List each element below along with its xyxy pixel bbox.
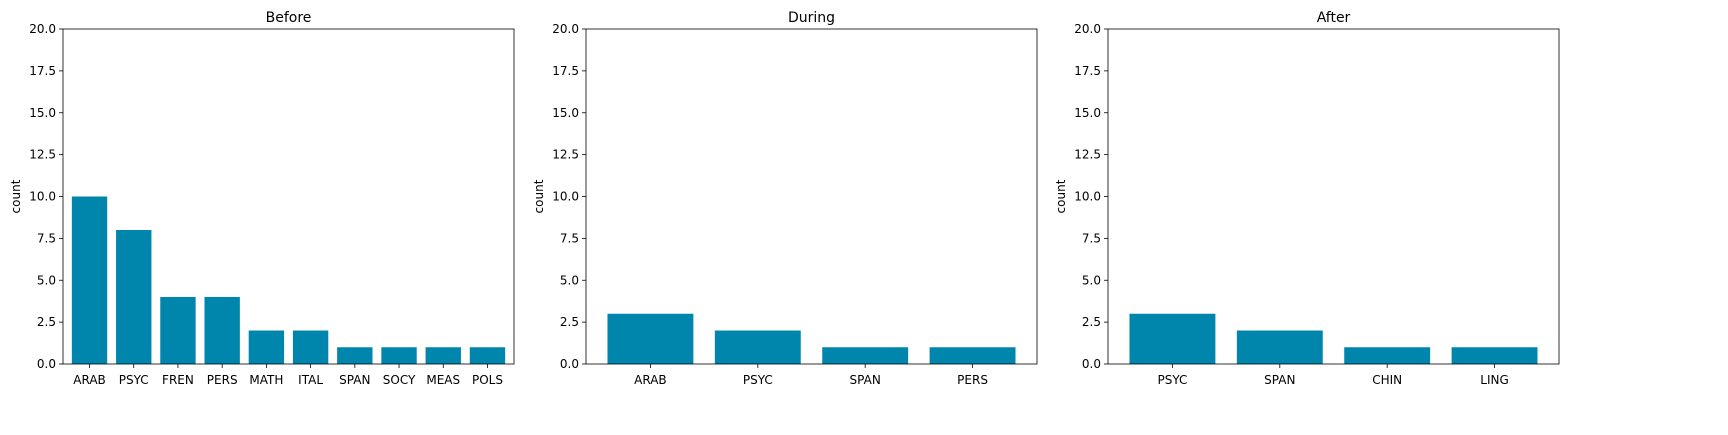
y-tick-label: 10.0 [29, 190, 56, 204]
y-tick-label: 15.0 [552, 106, 579, 120]
x-tick-label: PERS [207, 373, 238, 387]
plot-area: ARAB PSYC FREN PERS MATH ITAL SPAN SOCY MEAS POLS… [29, 22, 515, 387]
x-tick-label: PERS [957, 373, 988, 387]
y-tick-label: 17.5 [552, 64, 579, 78]
bar-ital [292, 330, 329, 364]
x-tick-label: PSYC [119, 373, 149, 387]
y-tick-label: 10.0 [1074, 190, 1101, 204]
panel-title: Before [266, 10, 312, 26]
x-tick-label: SOCY [383, 373, 416, 387]
bar-psyc [1129, 313, 1216, 364]
y-tick-label: 10.0 [552, 190, 579, 204]
y-tick-label: 7.5 [560, 231, 579, 245]
x-tick-label: PSYC [743, 373, 773, 387]
panel-title: During [788, 10, 835, 26]
bar-arab [71, 196, 108, 364]
bar-math [248, 330, 285, 364]
bar-psyc [714, 330, 801, 364]
y-tick-label: 12.5 [1074, 148, 1101, 162]
y-tick-label: 17.5 [29, 64, 56, 78]
bar-psyc [116, 230, 152, 364]
x-tick-label: ARAB [634, 373, 667, 387]
y-tick-label: 12.5 [552, 148, 579, 162]
bar-meas [425, 347, 461, 364]
x-tick-label: FREN [162, 373, 194, 387]
x-tick-label: SPAN [339, 373, 370, 387]
y-tick-label: 0.0 [37, 357, 56, 371]
y-tick-label: 7.5 [37, 231, 56, 245]
y-tick-label: 20.0 [1074, 22, 1101, 36]
y-tick-label: 5.0 [560, 273, 579, 287]
y-axis-label: count [532, 179, 546, 213]
plot-area: ARAB PSYC SPAN PERS 0.0 2.5 5.0 7.5 10.0 12.5 15.0… [552, 22, 1038, 387]
bar-span [1236, 330, 1323, 364]
x-tick-label: SPAN [1264, 373, 1295, 387]
y-axis-label: count [9, 179, 23, 213]
bar-pers [929, 347, 1016, 364]
panel-after: After count PSYC SPAN CHIN LING 0.0 2.5 5.0 7.5… [1054, 10, 1560, 387]
x-tick-label: MEAS [426, 373, 460, 387]
bar-span [822, 347, 909, 364]
y-tick-label: 17.5 [1074, 64, 1101, 78]
y-tick-label: 2.5 [560, 315, 579, 329]
axes-frame [585, 28, 1038, 365]
panel-title: After [1317, 10, 1351, 26]
panel-during: During count ARAB PSYC SPAN PERS 0.0 2.5 5.0 7.… [532, 10, 1038, 387]
x-tick-label: LING [1480, 373, 1509, 387]
y-tick-label: 0.0 [560, 357, 579, 371]
y-tick-label: 7.5 [1082, 231, 1101, 245]
y-axis-label: count [1054, 179, 1068, 213]
y-tick-label: 15.0 [29, 106, 56, 120]
x-tick-label: ITAL [298, 373, 323, 387]
x-tick-label: MATH [249, 373, 283, 387]
axes-frame [1107, 28, 1560, 365]
y-tick-label: 20.0 [552, 22, 579, 36]
bar-pols [469, 347, 506, 364]
x-tick-label: ARAB [73, 373, 106, 387]
bar-pers [204, 297, 240, 364]
y-tick-label: 5.0 [1082, 273, 1101, 287]
y-tick-label: 20.0 [29, 22, 56, 36]
bar-socy [381, 347, 417, 364]
y-tick-label: 5.0 [37, 273, 56, 287]
x-tick-label: CHIN [1372, 373, 1402, 387]
bar-fren [160, 297, 196, 364]
bar-span [337, 347, 373, 364]
y-tick-label: 0.0 [1082, 357, 1101, 371]
y-tick-label: 12.5 [29, 148, 56, 162]
bar-ling [1451, 347, 1538, 364]
plot-area: PSYC SPAN CHIN LING 0.0 2.5 5.0 7.5 10.0 12.5 15.0… [1074, 22, 1560, 387]
y-tick-label: 15.0 [1074, 106, 1101, 120]
axes-frame [62, 28, 515, 365]
x-tick-label: SPAN [850, 373, 881, 387]
bar-chin [1344, 347, 1431, 364]
x-tick-label: POLS [472, 373, 503, 387]
x-tick-label: PSYC [1157, 373, 1187, 387]
y-tick-label: 2.5 [37, 315, 56, 329]
y-tick-label: 2.5 [1082, 315, 1101, 329]
panel-before: Before count ARAB PSYC FREN PERS MATH ITAL SPA… [9, 10, 515, 387]
bar-arab [607, 313, 694, 364]
